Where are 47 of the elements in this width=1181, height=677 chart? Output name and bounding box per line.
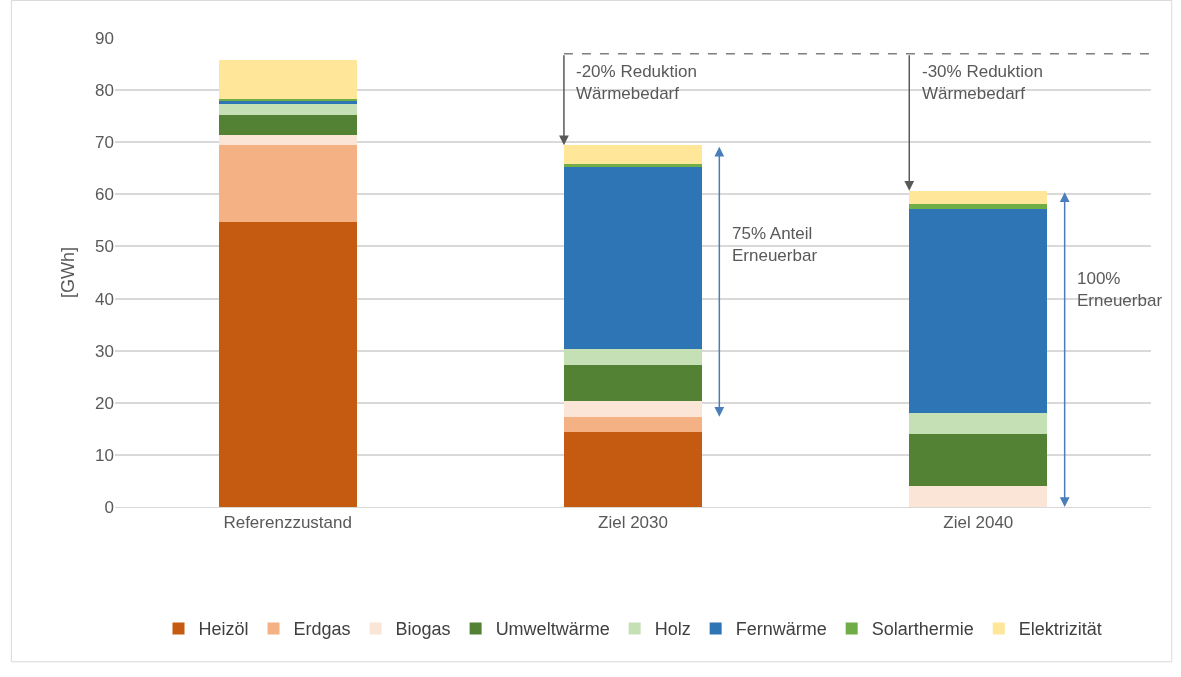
annotation: -20% Reduktion Wärmebedarf bbox=[576, 62, 697, 104]
x-tick-label: Referenzzustand bbox=[223, 513, 352, 533]
bar bbox=[563, 166, 703, 349]
annotation: 75% Anteil Erneuerbar bbox=[732, 224, 818, 266]
bar bbox=[218, 98, 357, 101]
bar bbox=[563, 145, 703, 165]
bar bbox=[563, 164, 703, 167]
legend-label: Elektrizität bbox=[1018, 619, 1102, 640]
y-tick-label: 90 bbox=[95, 28, 114, 48]
y-tick-label: 50 bbox=[95, 237, 114, 257]
legend-label: Holz bbox=[654, 619, 691, 640]
y-tick-label: 20 bbox=[95, 393, 114, 413]
bar bbox=[563, 364, 703, 402]
x-tick-label: Ziel 2030 bbox=[598, 513, 668, 533]
bar bbox=[909, 204, 1048, 210]
bar bbox=[218, 221, 357, 507]
x-tick-label: Ziel 2040 bbox=[943, 513, 1014, 533]
annotation: 100% Erneuerbar bbox=[1077, 269, 1163, 311]
annotation: -30% Reduktion Wärmebedarf bbox=[922, 62, 1043, 104]
legend-label: Heizöl bbox=[198, 619, 249, 640]
y-tick-label: 40 bbox=[95, 289, 114, 309]
legend-label: Fernwärme bbox=[735, 619, 827, 640]
y-tick-label: 80 bbox=[95, 81, 114, 101]
bar bbox=[218, 104, 357, 115]
bar bbox=[563, 432, 703, 507]
y-tick-label: 10 bbox=[95, 445, 114, 465]
y-tick-label: 0 bbox=[104, 497, 114, 517]
bar bbox=[218, 114, 357, 135]
y-tick-label: 60 bbox=[95, 185, 114, 205]
bar bbox=[563, 348, 703, 365]
bar bbox=[909, 485, 1048, 507]
legend-label: Umweltwärme bbox=[495, 619, 610, 640]
legend-label: Erdgas bbox=[293, 619, 351, 640]
bar bbox=[218, 60, 357, 99]
bar bbox=[909, 190, 1048, 205]
y-tick-label: 70 bbox=[95, 133, 114, 153]
bar bbox=[909, 434, 1048, 486]
legend-label: Solarthermie bbox=[871, 619, 974, 640]
bar bbox=[218, 134, 357, 145]
y-tick-label: 30 bbox=[95, 341, 114, 361]
bar bbox=[563, 401, 703, 417]
bar bbox=[218, 144, 357, 222]
y-axis-title: [GWh] bbox=[58, 246, 79, 299]
legend-label: Biogas bbox=[395, 619, 451, 640]
bar bbox=[909, 412, 1048, 435]
bar bbox=[909, 209, 1048, 413]
bar bbox=[563, 416, 703, 433]
